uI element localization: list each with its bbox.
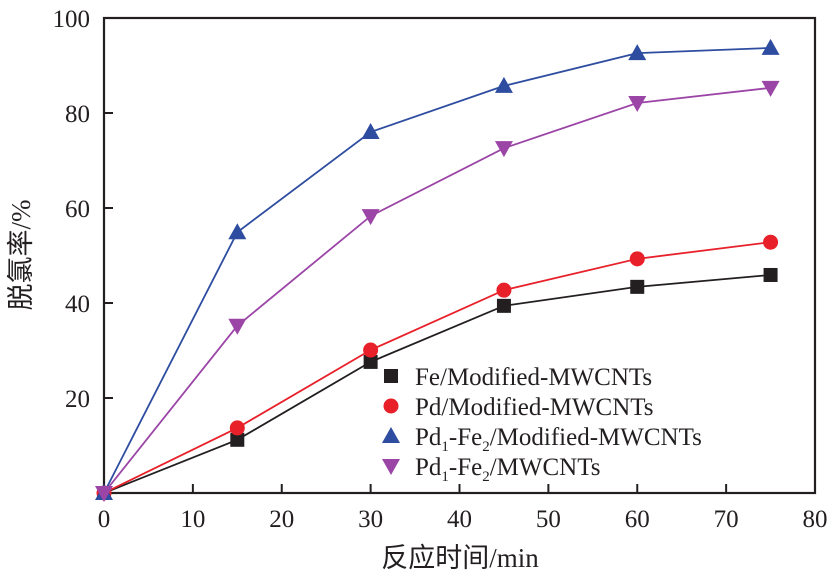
y-tick-label: 40 (65, 291, 90, 318)
data-point (361, 209, 380, 226)
data-point (630, 279, 645, 294)
y-tick-label: 20 (65, 386, 90, 413)
y-tick-label: 80 (65, 101, 90, 128)
data-point (496, 298, 511, 313)
data-point (229, 420, 245, 436)
series-0 (97, 267, 778, 500)
data-point (629, 251, 645, 267)
legend-label: Pd/Modified-MWCNTs (415, 394, 654, 421)
x-tick-label: 50 (536, 506, 561, 533)
legend-item: Pd1-Fe2/MWCNTs (382, 454, 601, 485)
x-tick-label: 60 (625, 506, 650, 533)
x-tick-label: 20 (269, 506, 294, 533)
series-3 (95, 80, 780, 502)
series-line (103, 241, 771, 494)
series-1 (96, 234, 779, 501)
axes: 0 10 20 30 40 50 60 70 80 20 40 60 80 100 (53, 6, 828, 533)
series-line (103, 86, 771, 494)
legend-marker (383, 398, 399, 414)
legend-label: Pd1-Fe2/MWCNTs (415, 454, 601, 485)
data-point (95, 486, 113, 502)
x-tick-label: 30 (358, 506, 383, 533)
data-point (628, 44, 647, 61)
data-point (763, 267, 778, 282)
data-point (228, 223, 247, 240)
x-tick-label: 0 (98, 506, 111, 533)
series-line (103, 47, 771, 494)
legend-label: Fe/Modified-MWCNTs (415, 364, 652, 391)
x-axis-title: 反应时间/min (381, 543, 539, 573)
series-group (95, 38, 780, 502)
data-point (228, 318, 247, 335)
legend-label: Pd1-Fe2/Modified-MWCNTs (415, 424, 702, 455)
x-tick-label: 70 (714, 506, 739, 533)
data-point (761, 80, 780, 97)
x-tick-label: 80 (803, 506, 828, 533)
legend: Fe/Modified-MWCNTs Pd/Modified-MWCNTs Pd1-… (382, 364, 702, 485)
y-axis-title: 脱氯率/% (6, 200, 36, 311)
legend-marker (382, 459, 400, 475)
y-tick-label: 60 (65, 196, 90, 223)
x-tick-label: 10 (180, 506, 205, 533)
data-point (361, 123, 380, 139)
data-point (763, 234, 779, 250)
y-tick-label: 100 (53, 6, 91, 33)
data-point (761, 38, 780, 55)
series-line (103, 274, 771, 494)
data-point (363, 354, 378, 369)
legend-marker (384, 369, 398, 383)
plot-frame (102, 16, 817, 495)
data-point (494, 76, 513, 93)
data-point (230, 432, 245, 447)
data-point (363, 342, 379, 358)
legend-marker (382, 427, 400, 443)
legend-item: Pd/Modified-MWCNTs (383, 394, 654, 421)
legend-item: Fe/Modified-MWCNTs (384, 364, 652, 391)
data-point (496, 282, 512, 298)
series-2 (95, 38, 780, 500)
x-tick-label: 40 (447, 506, 472, 533)
data-point (628, 96, 647, 113)
legend-item: Pd1-Fe2/Modified-MWCNTs (382, 424, 702, 455)
data-point (494, 141, 513, 158)
